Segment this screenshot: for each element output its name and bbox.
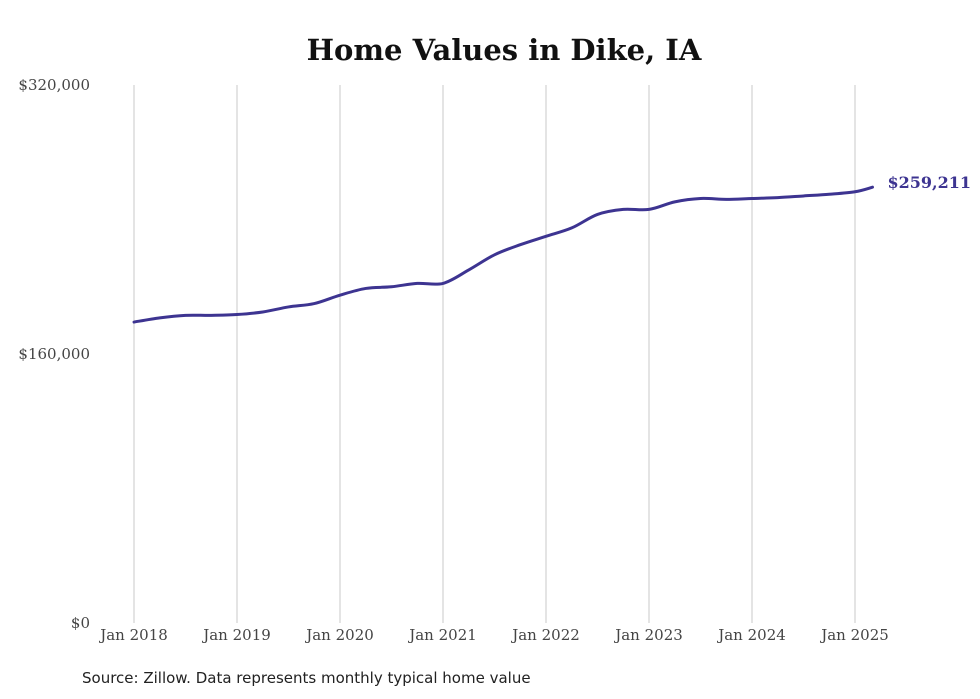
y-tick-label: $160,000 xyxy=(18,345,90,363)
end-value-label: $259,211 xyxy=(888,173,972,192)
x-tick-label: Jan 2020 xyxy=(304,626,374,644)
x-tick-label: Jan 2019 xyxy=(201,626,271,644)
x-tick-label: Jan 2023 xyxy=(613,626,683,644)
chart-title: Home Values in Dike, IA xyxy=(307,33,702,67)
series-layer xyxy=(132,185,875,324)
y-axis-ticks: $0 $160,000 $320,000 xyxy=(18,76,90,632)
x-axis-ticks: Jan 2018 Jan 2019 Jan 2020 Jan 2021 Jan 2022… xyxy=(98,626,889,644)
x-tick-label: Jan 2018 xyxy=(98,626,168,644)
x-tick-label: Jan 2025 xyxy=(819,626,889,644)
gridlines xyxy=(133,85,856,623)
y-tick-label: $0 xyxy=(71,614,90,632)
series-line xyxy=(132,185,875,324)
y-tick-label: $320,000 xyxy=(18,76,90,94)
x-tick-label: Jan 2024 xyxy=(716,626,786,644)
source-note: Source: Zillow. Data represents monthly … xyxy=(82,669,531,687)
x-tick-label: Jan 2021 xyxy=(407,626,477,644)
x-tick-label: Jan 2022 xyxy=(510,626,580,644)
